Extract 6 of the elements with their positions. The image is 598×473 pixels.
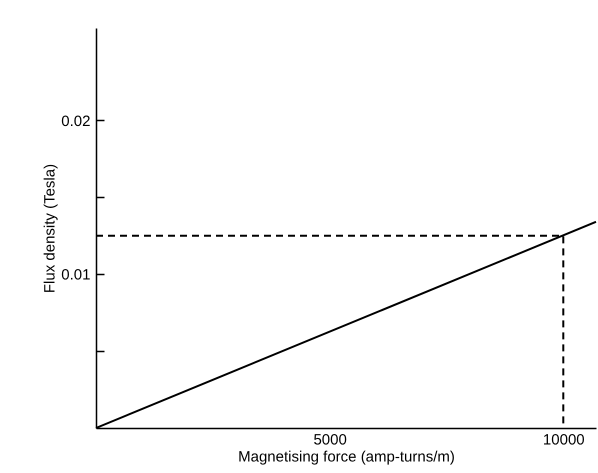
x-tick-label: 10000 <box>542 432 585 448</box>
x-axis-title: Magnetising force (amp-turns/m) <box>238 448 455 466</box>
y-tick-label: 0.01 <box>61 266 90 284</box>
y-tick-label: 0.02 <box>61 112 90 130</box>
y-axis-title: Flux density (Tesla) <box>41 164 58 294</box>
x-tick-label: 5000 <box>313 432 347 448</box>
